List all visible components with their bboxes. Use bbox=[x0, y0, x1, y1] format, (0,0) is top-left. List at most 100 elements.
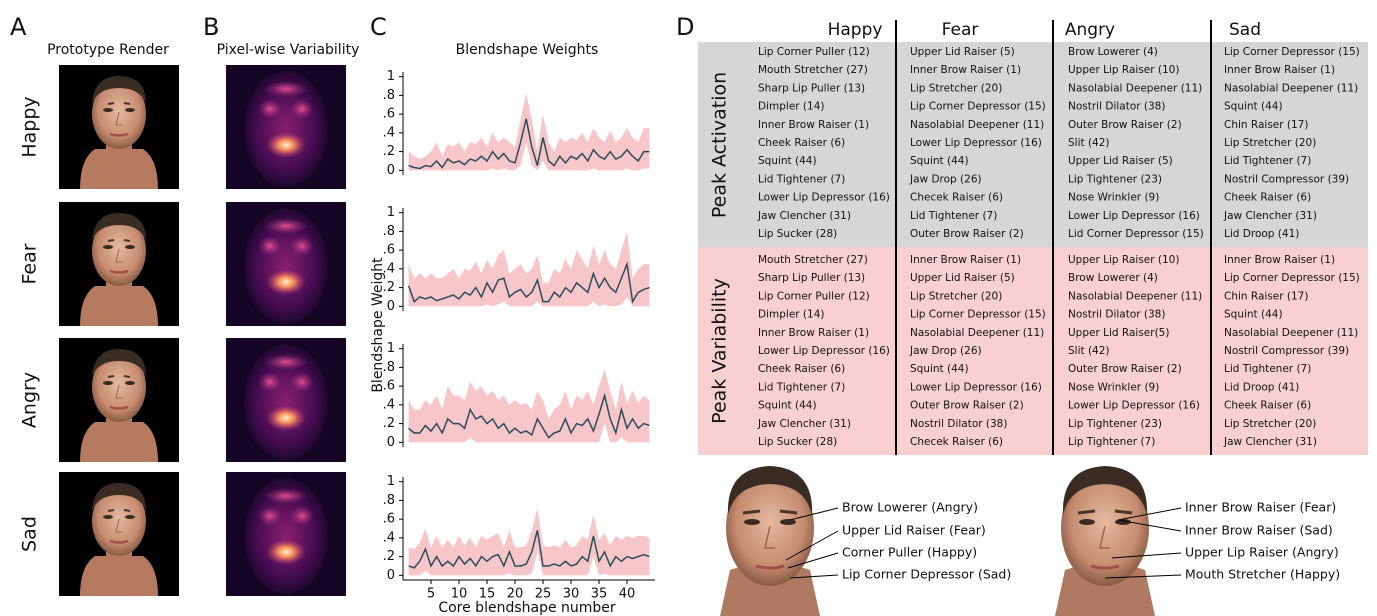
annotation: Mouth Stretcher (Happy) bbox=[1185, 567, 1340, 582]
table-item: Sharp Lip Puller (13) bbox=[758, 82, 865, 94]
chart-title: Blendshape Weights bbox=[456, 42, 599, 58]
table-item: Lip Tightener (7) bbox=[1068, 436, 1155, 448]
x-tick-label: 25 bbox=[535, 587, 552, 602]
mean-line bbox=[408, 530, 650, 569]
column-header: Happy bbox=[828, 20, 883, 40]
table-item: Cheek Raiser (6) bbox=[758, 363, 845, 375]
table-item: Lid Droop (41) bbox=[1224, 228, 1299, 240]
table-item: Lip Stretcher (20) bbox=[1224, 137, 1316, 149]
face-render bbox=[718, 464, 822, 616]
row-label: Angry bbox=[19, 372, 41, 428]
heatmap bbox=[226, 472, 346, 596]
leader-lines bbox=[785, 507, 1182, 579]
x-tick-label: 40 bbox=[619, 587, 636, 602]
variability-band bbox=[698, 247, 1368, 455]
table-item: Jaw Drop (26) bbox=[909, 345, 982, 357]
table-item: Jaw Clencher (31) bbox=[1223, 436, 1317, 448]
y-tick-label: 1 bbox=[387, 69, 395, 84]
face-render bbox=[59, 202, 179, 328]
y-tick-label: .6 bbox=[383, 512, 395, 527]
table-item: Nostril Compressor (39) bbox=[1224, 173, 1349, 185]
table-item: Nose Wrinkler (9) bbox=[1068, 192, 1159, 204]
y-tick-label: .2 bbox=[383, 144, 395, 159]
y-tick-label: .8 bbox=[383, 360, 395, 375]
table-item: Checek Raiser (6) bbox=[910, 192, 1003, 204]
y-tick-label: 1 bbox=[387, 205, 395, 220]
y-tick-label: 1 bbox=[387, 341, 395, 356]
table-item: Nasolabial Deepener (11) bbox=[1068, 82, 1202, 94]
table-item: Chin Raiser (17) bbox=[1224, 119, 1308, 131]
table-item: Inner Brow Raiser (1) bbox=[758, 119, 869, 131]
table-item: Lip Sucker (28) bbox=[758, 436, 837, 448]
table-item: Lip Stretcher (20) bbox=[910, 290, 1002, 302]
table-item: Lower Lip Depressor (16) bbox=[1068, 210, 1200, 222]
table-item: Jaw Clencher (31) bbox=[757, 210, 851, 222]
table-item: Upper Lid Raiser(5) bbox=[1068, 327, 1169, 339]
table-item: Cheek Raiser (6) bbox=[1224, 400, 1311, 412]
y-tick-label: .8 bbox=[383, 493, 395, 508]
table-item: Slit (42) bbox=[1068, 137, 1110, 149]
table-item: Nasolabial Deepener (11) bbox=[910, 119, 1044, 131]
variability-band bbox=[408, 369, 650, 443]
column-header: Angry bbox=[1065, 20, 1115, 40]
face-render bbox=[59, 338, 179, 464]
table-item: Brow Lowerer (4) bbox=[1068, 272, 1158, 284]
table-item: Nasolabial Deepener (11) bbox=[910, 327, 1044, 339]
table-item: Mouth Stretcher (27) bbox=[758, 254, 868, 266]
annotation: Lip Corner Depressor (Sad) bbox=[842, 567, 1011, 582]
y-tick-label: .6 bbox=[383, 243, 395, 258]
table-item: Chin Raiser (17) bbox=[1224, 290, 1308, 302]
panel-title: Prototype Render bbox=[47, 42, 169, 58]
table-item: Lip Corner Depressor (15) bbox=[1224, 46, 1360, 58]
table-item: Outer Brow Raiser (2) bbox=[1068, 119, 1182, 131]
table-item: Sharp Lip Puller (13) bbox=[758, 272, 865, 284]
heatmap bbox=[226, 65, 346, 189]
panel-letter: D bbox=[676, 13, 694, 41]
table-item: Nostril Compressor (39) bbox=[1224, 345, 1349, 357]
row-label: Happy bbox=[19, 96, 41, 157]
y-tick-label: 1 bbox=[387, 474, 395, 489]
table-item: Slit (42) bbox=[1068, 345, 1110, 357]
table-item: Lip Stretcher (20) bbox=[1224, 418, 1316, 430]
y-tick-label: .2 bbox=[383, 280, 395, 295]
x-tick-label: 35 bbox=[591, 587, 608, 602]
heatmap bbox=[226, 202, 346, 326]
mean-line bbox=[408, 118, 650, 170]
annotation: Brow Lowerer (Angry) bbox=[842, 500, 978, 515]
y-tick-label: 0 bbox=[387, 568, 395, 583]
x-tick-label: 5 bbox=[427, 587, 435, 602]
table-item: Inner Brow Raiser (1) bbox=[910, 254, 1021, 266]
table-item: Lower Lip Depressor (16) bbox=[758, 192, 890, 204]
panel-letter: C bbox=[370, 13, 387, 41]
table-item: Inner Brow Raiser (1) bbox=[1224, 254, 1335, 266]
mean-line bbox=[408, 392, 650, 439]
x-tick-label: 10 bbox=[451, 587, 468, 602]
table-item: Lower Lip Depressor (16) bbox=[1068, 400, 1200, 412]
panel-title: Pixel-wise Variability bbox=[217, 42, 360, 58]
table-item: Lower Lip Depressor (16) bbox=[910, 137, 1042, 149]
table-item: Lip Sucker (28) bbox=[758, 228, 837, 240]
table-item: Lower Lip Depressor (16) bbox=[758, 345, 890, 357]
panel-letter: B bbox=[203, 13, 219, 41]
table-item: Outer Brow Raiser (2) bbox=[1068, 363, 1182, 375]
y-axis-label: Blendshape Weight bbox=[370, 257, 386, 393]
table-item: Nasolabial Deepener (11) bbox=[1224, 327, 1358, 339]
table-item: Upper Lid Raiser (5) bbox=[910, 46, 1015, 58]
table-item: Checek Raiser (6) bbox=[910, 436, 1003, 448]
table-item: Brow Lowerer (4) bbox=[1068, 46, 1158, 58]
column-header: Fear bbox=[942, 20, 979, 40]
annotation: Corner Puller (Happy) bbox=[842, 545, 977, 560]
y-tick-label: .8 bbox=[383, 88, 395, 103]
table-item: Squint (44) bbox=[758, 155, 817, 167]
face-render bbox=[59, 65, 179, 191]
y-tick-label: .4 bbox=[383, 530, 395, 545]
table-item: Dimpler (14) bbox=[758, 309, 824, 321]
table-item: Nostril Dilator (38) bbox=[910, 418, 1007, 430]
variability-band bbox=[408, 507, 650, 576]
y-tick-label: .8 bbox=[383, 224, 395, 239]
table-item: Lip Corner Puller (12) bbox=[758, 290, 870, 302]
table-item: Lip Corner Depressor (15) bbox=[910, 309, 1046, 321]
x-tick-label: 30 bbox=[563, 587, 580, 602]
table-item: Nostril Dilator (38) bbox=[1068, 101, 1165, 113]
table-item: Lip Corner Depressor (15) bbox=[1224, 272, 1360, 284]
